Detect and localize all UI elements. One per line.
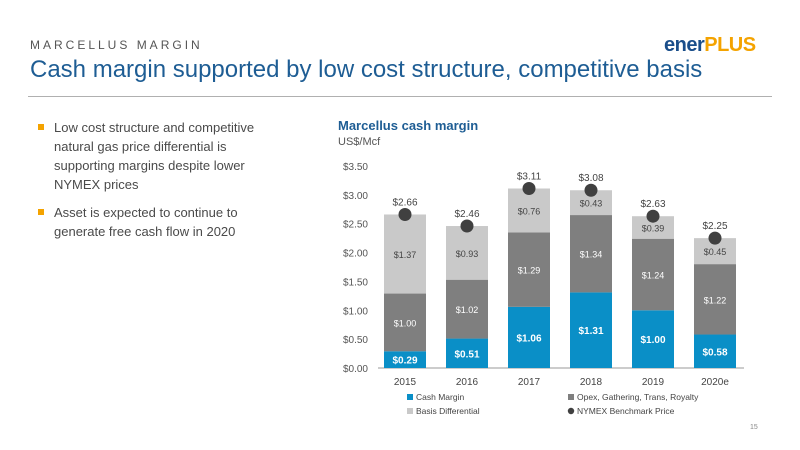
- y-tick-label: $1.00: [343, 306, 368, 317]
- legend-cash-margin-label: Cash Margin: [416, 392, 464, 402]
- opex-label: $1.24: [642, 271, 665, 281]
- section-label: MARCELLUS MARGIN: [30, 38, 203, 52]
- basis-label: $0.45: [704, 247, 727, 257]
- cash-margin-bar: [384, 351, 426, 368]
- company-logo: enerPLUS: [664, 34, 756, 57]
- nymex-price-label: $2.66: [392, 197, 417, 208]
- opex-label: $1.22: [704, 295, 727, 305]
- cash-margin-label: $0.29: [392, 356, 417, 367]
- legend-opex-label: Opex, Gathering, Trans, Royalty: [577, 392, 699, 402]
- chart-unit-label: US$/Mcf: [338, 136, 381, 148]
- basis-bar: [384, 214, 426, 294]
- cash-margin-label: $1.06: [516, 333, 541, 344]
- logo-part-plus: PLUS: [704, 34, 756, 56]
- legend-basis-swatch: [407, 408, 413, 414]
- bullet-list: Low cost structure and competitive natur…: [38, 118, 278, 250]
- legend-opex-swatch: [568, 394, 574, 400]
- nymex-price-label: $2.46: [454, 209, 479, 220]
- basis-label: $0.39: [642, 223, 665, 233]
- nymex-price-marker: [584, 183, 598, 197]
- nymex-price-marker: [708, 231, 722, 245]
- legend-basis-label: Basis Differential: [416, 406, 480, 416]
- x-tick-label: 2016: [456, 377, 479, 388]
- opex-label: $1.34: [580, 250, 603, 260]
- nymex-price-label: $3.08: [578, 173, 603, 184]
- cash-margin-bar: [632, 310, 674, 368]
- nymex-price-marker: [522, 182, 536, 196]
- opex-label: $1.29: [518, 266, 541, 276]
- opex-bar: [446, 279, 488, 339]
- chart-title: Marcellus cash margin: [338, 118, 479, 133]
- y-tick-label: $0.50: [343, 335, 368, 346]
- page-number: 15: [750, 424, 758, 431]
- y-tick-label: $3.50: [343, 162, 368, 173]
- basis-label: $1.37: [394, 250, 417, 260]
- nymex-price-label: $2.25: [702, 221, 727, 232]
- basis-label: $0.43: [580, 199, 603, 209]
- basis-label: $0.93: [456, 249, 479, 259]
- basis-bar: [508, 188, 550, 233]
- y-tick-label: $2.50: [343, 220, 368, 231]
- cash-margin-bar: [446, 338, 488, 368]
- x-tick-label: 2020e: [701, 377, 729, 388]
- nymex-price-marker: [398, 207, 412, 221]
- y-tick-label: $1.50: [343, 277, 368, 288]
- x-tick-label: 2019: [642, 377, 665, 388]
- legend-nymex-label: NYMEX Benchmark Price: [577, 406, 675, 416]
- cash-margin-label: $0.51: [454, 349, 479, 360]
- cash-margin-label: $1.00: [640, 335, 665, 346]
- cash-margin-bar: [508, 306, 550, 368]
- x-tick-label: 2015: [394, 377, 417, 388]
- opex-bar: [384, 293, 426, 352]
- opex-bar: [570, 215, 612, 293]
- y-tick-label: $3.00: [343, 191, 368, 202]
- opex-bar: [632, 238, 674, 311]
- nymex-price-marker: [460, 219, 474, 233]
- opex-bar: [508, 232, 550, 307]
- x-tick-label: 2017: [518, 377, 541, 388]
- legend-cash-margin-swatch: [407, 394, 413, 400]
- basis-bar: [446, 226, 488, 280]
- cash-margin-bar: [694, 334, 736, 368]
- cash-margin-bar: [570, 292, 612, 368]
- cash-margin-label: $1.31: [578, 326, 603, 337]
- logo-part-ener: ener: [664, 34, 705, 56]
- nymex-price-label: $3.11: [517, 172, 542, 183]
- opex-bar: [694, 264, 736, 335]
- cash-margin-label: $0.58: [702, 347, 727, 358]
- opex-label: $1.00: [394, 318, 417, 328]
- title-divider: [28, 96, 772, 97]
- nymex-price-label: $2.63: [640, 199, 665, 210]
- opex-label: $1.02: [456, 305, 479, 315]
- x-tick-label: 2018: [580, 377, 603, 388]
- bullet-item: Low cost structure and competitive natur…: [38, 118, 278, 194]
- y-tick-label: $2.00: [343, 249, 368, 260]
- y-tick-label: $0.00: [343, 364, 368, 375]
- page-title: Cash margin supported by low cost struct…: [30, 56, 703, 83]
- bullet-item: Asset is expected to continue to generat…: [38, 203, 278, 241]
- basis-bar: [632, 216, 674, 239]
- nymex-price-marker: [646, 209, 660, 223]
- basis-label: $0.76: [518, 206, 541, 216]
- legend-nymex-swatch: [567, 407, 575, 415]
